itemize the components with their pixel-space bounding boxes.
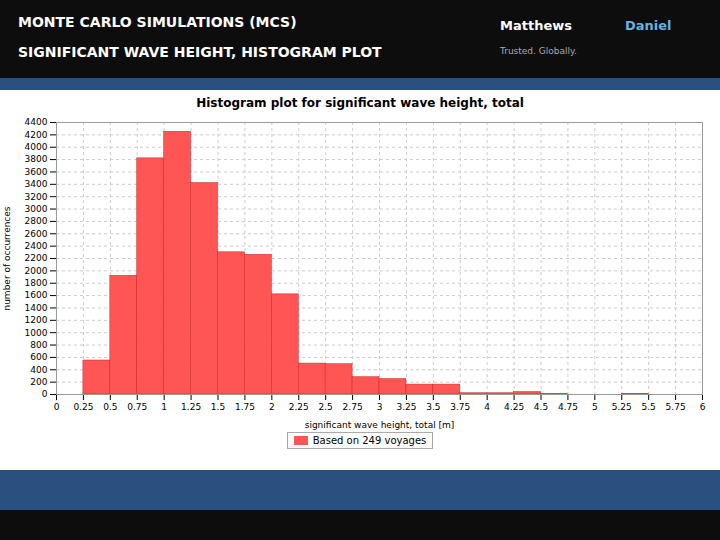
html-text:MONTE CARLO SIMULATIONS (MCS): MONTE CARLO SIMULATIONS (MCS) [18,14,297,30]
svg-text:2600: 2600 [25,229,48,239]
svg-text:1000: 1000 [25,328,48,338]
svg-text:number of occurrences: number of occurrences [2,206,12,310]
svg-text:0.5: 0.5 [103,402,117,412]
svg-text:3.75: 3.75 [450,402,470,412]
svg-text:2.5: 2.5 [319,402,333,412]
svg-text:4200: 4200 [25,130,48,140]
svg-text:400: 400 [30,365,47,375]
svg-text:4.5: 4.5 [534,402,548,412]
svg-text:5.5: 5.5 [642,402,656,412]
svg-text:2.25: 2.25 [289,402,309,412]
svg-text:1.5: 1.5 [211,402,225,412]
svg-text:3.5: 3.5 [426,402,440,412]
svg-text:1200: 1200 [25,315,48,325]
svg-text:0.75: 0.75 [127,402,147,412]
svg-text:2.75: 2.75 [343,402,363,412]
svg-text:200: 200 [30,377,47,387]
svg-text:2200: 2200 [25,253,48,263]
svg-text:2: 2 [269,402,275,412]
svg-text:4.25: 4.25 [504,402,524,412]
svg-text:2400: 2400 [25,241,48,251]
html-text:SIGNIFICANT WAVE HEIGHT, HISTO: SIGNIFICANT WAVE HEIGHT, HISTOGRAM PLOT [18,44,382,60]
svg-text:5: 5 [592,402,598,412]
svg-text:4400: 4400 [25,117,48,127]
svg-text:3000: 3000 [25,204,48,214]
html-text:Histogram plot for significant: Histogram plot for significant wave heig… [196,96,524,110]
html-text:Based on 249 voyages: Based on 249 voyages [312,434,427,446]
svg-text:1: 1 [161,402,167,412]
svg-text:2800: 2800 [25,216,48,226]
svg-text:3800: 3800 [25,154,48,164]
svg-text:3400: 3400 [25,179,48,189]
svg-text:800: 800 [30,340,47,350]
svg-text:4: 4 [484,402,490,412]
svg-text:1800: 1800 [25,278,48,288]
svg-text:0: 0 [42,389,48,399]
svg-text:4.75: 4.75 [558,402,578,412]
html-text:Daniel: Daniel [625,18,672,33]
svg-text:significant wave height, total: significant wave height, total [m] [305,420,455,430]
svg-text:3.25: 3.25 [396,402,416,412]
svg-text:3600: 3600 [25,167,48,177]
svg-text:0.25: 0.25 [73,402,93,412]
svg-text:1.75: 1.75 [235,402,255,412]
html-text:Matthews: Matthews [500,18,572,33]
svg-text:1600: 1600 [25,290,48,300]
html-text:Trusted. Globally.: Trusted. Globally. [500,46,577,56]
svg-text:0: 0 [54,402,60,412]
svg-text:1.25: 1.25 [181,402,201,412]
svg-text:600: 600 [30,352,47,362]
svg-text:1400: 1400 [25,303,48,313]
svg-text:4000: 4000 [25,142,48,152]
svg-text:3: 3 [377,402,383,412]
svg-text:5.75: 5.75 [666,402,686,412]
svg-text:3200: 3200 [25,192,48,202]
svg-text:5.25: 5.25 [612,402,632,412]
svg-text:6: 6 [700,402,706,412]
svg-text:2000: 2000 [25,266,48,276]
